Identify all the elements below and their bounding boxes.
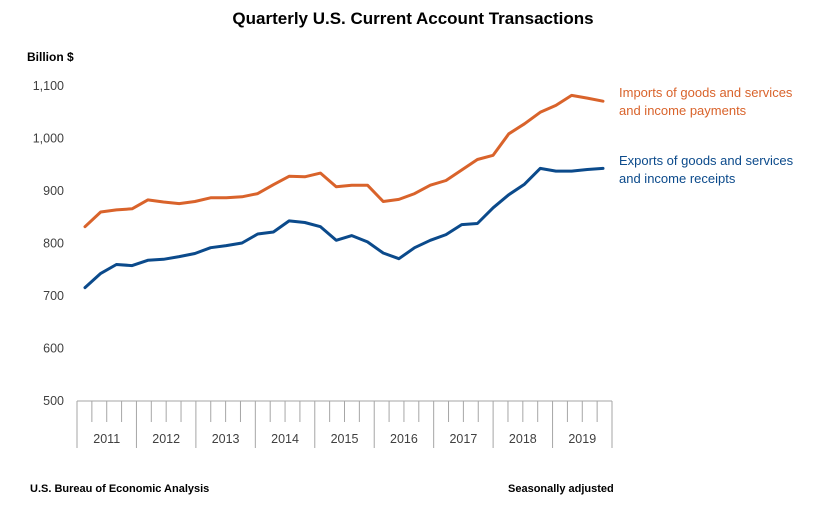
series-lines <box>83 93 605 290</box>
x-year-label: 2017 <box>449 432 477 446</box>
x-axis: 2011 2012 2013 2014 2015 2016 2017 2018 2019 <box>76 400 613 448</box>
source-note: U.S. Bureau of Economic Analysis <box>30 483 209 495</box>
y-tick-label: 800 <box>43 237 64 251</box>
y-tick-label: 1,100 <box>33 79 64 93</box>
legend-entry-exports: and income receipts <box>619 171 736 186</box>
y-tick-label: 700 <box>43 289 64 303</box>
y-tick-label: 1,000 <box>33 132 64 146</box>
x-year-label: 2012 <box>152 432 180 446</box>
y-axis-unit-label: Billion $ <box>27 50 74 64</box>
x-year-label: 2018 <box>509 432 537 446</box>
x-year-label: 2013 <box>212 432 240 446</box>
legend-entry-exports: Exports of goods and services <box>619 153 794 168</box>
x-year-label: 2011 <box>93 432 120 446</box>
x-year-label: 2015 <box>331 432 359 446</box>
series-line-exports <box>83 166 605 290</box>
chart-title: Quarterly U.S. Current Account Transacti… <box>232 9 593 28</box>
y-tick-label: 900 <box>43 184 64 198</box>
seasonal-adjustment-note: Seasonally adjusted <box>508 483 614 495</box>
x-year-label: 2014 <box>271 432 299 446</box>
legend-entry-imports: and income payments <box>619 103 747 118</box>
x-year-label: 2019 <box>568 432 596 446</box>
y-axis-ticks: 500 600 700 800 900 1,000 1,100 <box>33 79 64 408</box>
legend-entry-imports: Imports of goods and services <box>619 85 793 100</box>
legend: Imports of goods and services and income … <box>619 85 794 186</box>
x-year-label: 2016 <box>390 432 418 446</box>
y-tick-label: 500 <box>43 394 64 408</box>
series-line-imports <box>83 93 605 229</box>
y-tick-label: 600 <box>43 342 64 356</box>
